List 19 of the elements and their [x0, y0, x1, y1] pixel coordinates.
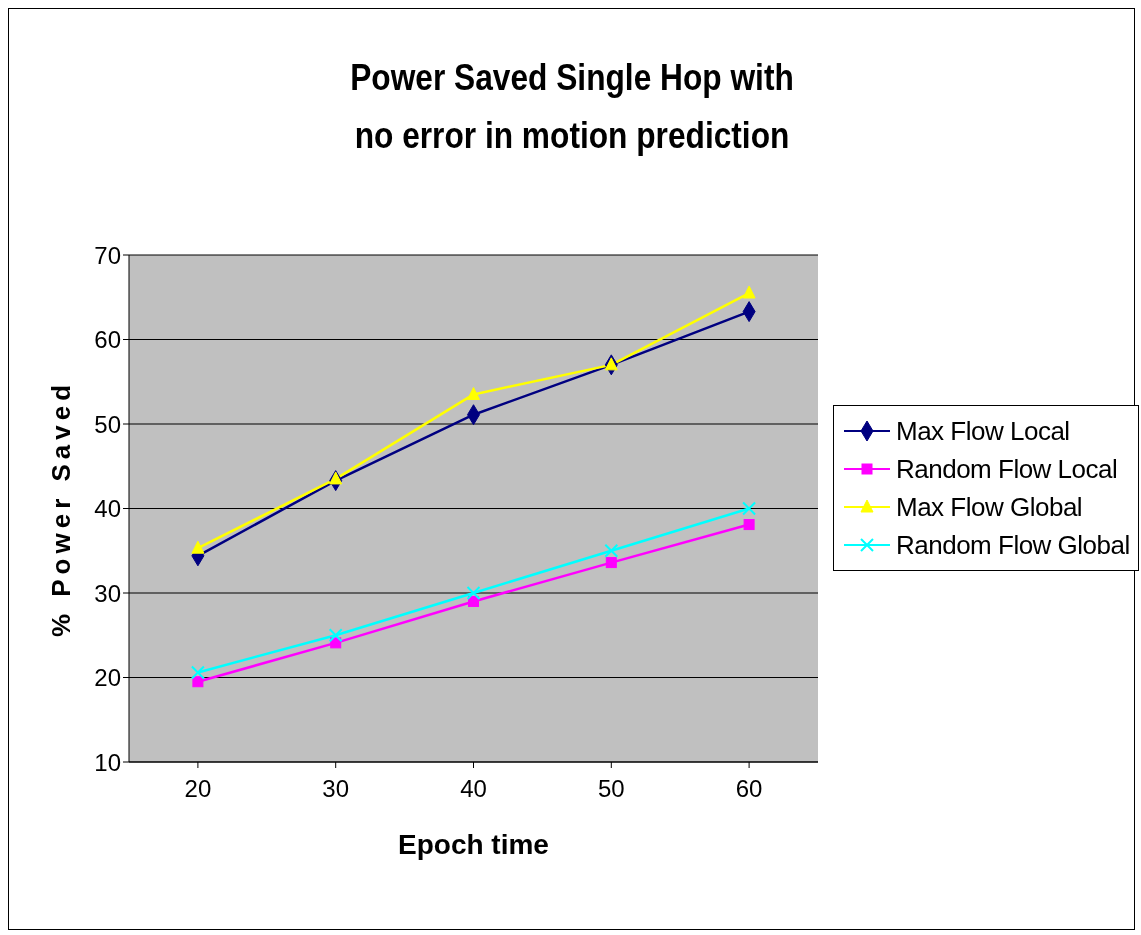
x-tick-label: 40	[460, 775, 487, 803]
x-tick-label: 20	[184, 775, 212, 803]
y-tick-label: 70	[94, 241, 121, 269]
y-tick-label: 30	[94, 579, 121, 607]
legend-label: Max Flow Local	[896, 415, 1070, 447]
y-axis-title: % Power Saved	[46, 379, 77, 638]
y-tick-label: 60	[94, 326, 121, 354]
y-tick-label: 20	[94, 664, 121, 692]
y-tick-label: 10	[94, 748, 121, 776]
y-tick-label: 40	[94, 495, 121, 523]
legend-label: Max Flow Global	[896, 491, 1083, 523]
legend-label: Random Flow Global	[896, 529, 1130, 561]
y-tick-label: 50	[94, 410, 121, 438]
chart-title: Power Saved Single Hop with no error in motion prediction	[348, 56, 795, 158]
x-tick-label: 30	[322, 775, 350, 803]
x-axis-title: Epoch time	[398, 829, 549, 860]
x-tick-label: 60	[735, 775, 763, 803]
x-tick-label: 50	[597, 775, 625, 803]
legend-label: Random Flow Local	[896, 453, 1118, 485]
